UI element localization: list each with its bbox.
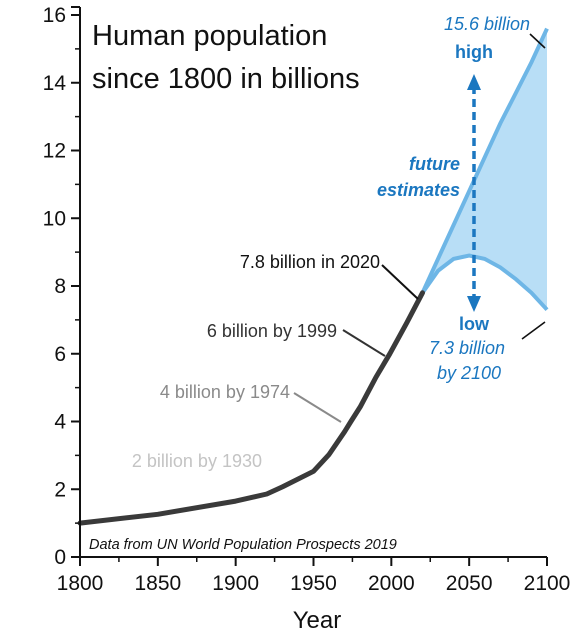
x-tick-label: 1950	[290, 572, 337, 595]
y-tick-label: 14	[43, 72, 67, 95]
future-label-line-1: future	[409, 154, 460, 174]
historical-population-line	[77, 290, 425, 526]
projection-high-line	[420, 27, 549, 294]
axes: 0 2 4 6 8 10 12 14 16 1800 1850 1900 1950 2000 2050 210…	[43, 4, 571, 595]
arrow-up-icon	[467, 74, 481, 90]
x-tick-label: 1850	[134, 572, 181, 595]
low-value-label: 7.3 billion	[429, 338, 505, 358]
low-year-label: by 2100	[437, 363, 501, 383]
high-label: high	[455, 42, 493, 62]
x-axis-label: Year	[293, 607, 342, 634]
arrow-down-icon	[467, 296, 481, 312]
x-tick-label: 2000	[368, 572, 415, 595]
leader-6-billion	[342, 329, 386, 357]
x-tick-label: 1800	[57, 572, 104, 595]
leader-4-billion	[293, 392, 342, 423]
low-value-leader	[521, 321, 546, 340]
y-tick-label: 4	[54, 411, 66, 434]
projection-range-area	[422, 28, 547, 310]
chart-title-line-2: since 1800 in billions	[92, 63, 360, 95]
y-tick-label: 16	[43, 4, 66, 27]
y-tick-label: 2	[54, 478, 66, 501]
label-7-8-billion-2020: 7.8 billion in 2020	[240, 252, 380, 272]
leader-7-8-billion	[381, 264, 419, 300]
high-value-label: 15.6 billion	[444, 14, 530, 34]
low-label: low	[459, 314, 490, 334]
y-tick-label: 6	[54, 343, 66, 366]
future-label-line-2: estimates	[377, 180, 460, 200]
y-tick-label: 10	[43, 207, 66, 230]
label-6-billion-1999: 6 billion by 1999	[207, 321, 337, 341]
y-tick-label: 12	[43, 140, 66, 163]
y-tick-label: 8	[54, 275, 66, 298]
x-tick-label: 2100	[524, 572, 571, 595]
label-2-billion-1930: 2 billion by 1930	[132, 451, 262, 471]
high-value-leader	[529, 33, 546, 49]
label-4-billion-1974: 4 billion by 1974	[160, 382, 290, 402]
projection-low-line	[420, 253, 549, 312]
x-tick-label: 1900	[212, 572, 259, 595]
y-tick-label: 0	[54, 546, 66, 569]
x-tick-label: 2050	[446, 572, 493, 595]
source-note: Data from UN World Population Prospects …	[89, 537, 397, 553]
chart-title-line-1: Human population	[92, 20, 327, 52]
